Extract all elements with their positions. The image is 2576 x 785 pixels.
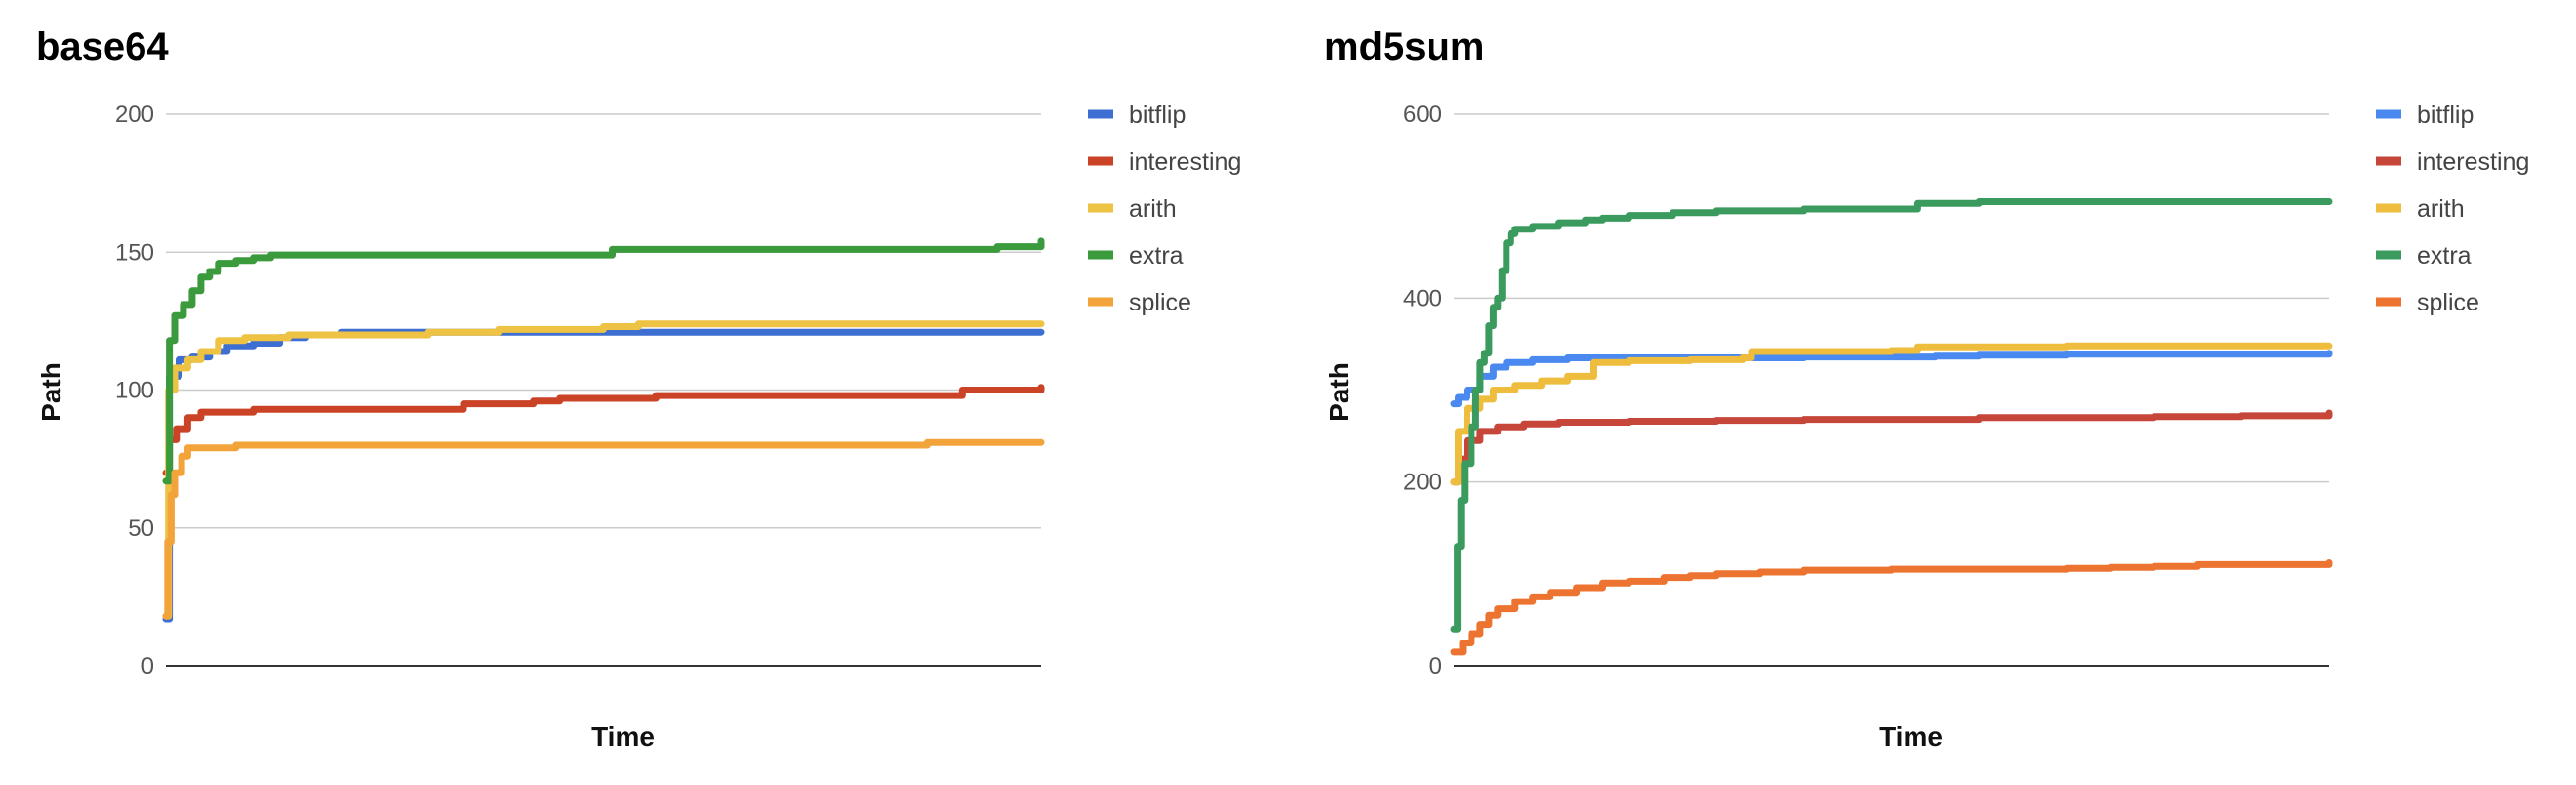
series-line-extra xyxy=(162,237,1045,485)
x-axis-title: Time xyxy=(1879,722,1943,752)
plot-area: 0 50 100 150 200 Time Path bitflip interesting ar… xyxy=(36,102,1241,752)
y-tick-label: 200 xyxy=(115,102,154,128)
chart-base64: base64 0 50 100 150 200 Time Path bitflip intere… xyxy=(36,25,1241,752)
legend-label-arith: arith xyxy=(2417,195,2465,223)
legend-label-interesting: interesting xyxy=(1129,148,1241,176)
legend-label-extra: extra xyxy=(2417,242,2472,269)
legend-label-arith: arith xyxy=(1129,195,1177,223)
series-line-bitflip xyxy=(1450,350,2333,408)
y-tick-label: 200 xyxy=(1403,470,1442,496)
y-tick-label: 0 xyxy=(1429,653,1442,680)
chart-title: md5sum xyxy=(1324,25,1485,68)
y-tick-label: 600 xyxy=(1403,102,1442,128)
y-axis-title: Path xyxy=(1324,362,1354,422)
legend-label-extra: extra xyxy=(1129,242,1184,269)
y-tick-label: 400 xyxy=(1403,285,1442,311)
legend-label-splice: splice xyxy=(2417,289,2479,316)
series-line-extra xyxy=(1450,198,2333,633)
chart-md5sum: md5sum 0 200 400 600 Time Path bitflip interest… xyxy=(1288,0,2576,785)
series-line-interesting xyxy=(162,384,1045,476)
chart-title: base64 xyxy=(36,25,169,68)
series-line-bitflip xyxy=(162,328,1045,623)
legend-label-bitflip: bitflip xyxy=(1129,102,1186,129)
x-axis-title: Time xyxy=(591,722,655,752)
series-line-arith xyxy=(1450,342,2333,486)
y-axis-title: Path xyxy=(36,362,66,422)
series-line-interesting xyxy=(1450,409,2333,486)
series-line-splice xyxy=(162,438,1045,620)
series-line-splice xyxy=(1450,559,2333,656)
legend-label-bitflip: bitflip xyxy=(2417,102,2474,129)
legend-label-interesting: interesting xyxy=(2417,148,2529,176)
legend-label-splice: splice xyxy=(1129,289,1191,316)
series-line-arith xyxy=(162,320,1045,620)
y-tick-label: 100 xyxy=(115,378,154,404)
plot-area: 0 200 400 600 Time Path bitflip interesting arit… xyxy=(1324,102,2529,752)
y-tick-label: 150 xyxy=(115,239,154,266)
y-tick-label: 0 xyxy=(141,653,154,680)
y-tick-label: 50 xyxy=(128,516,154,542)
